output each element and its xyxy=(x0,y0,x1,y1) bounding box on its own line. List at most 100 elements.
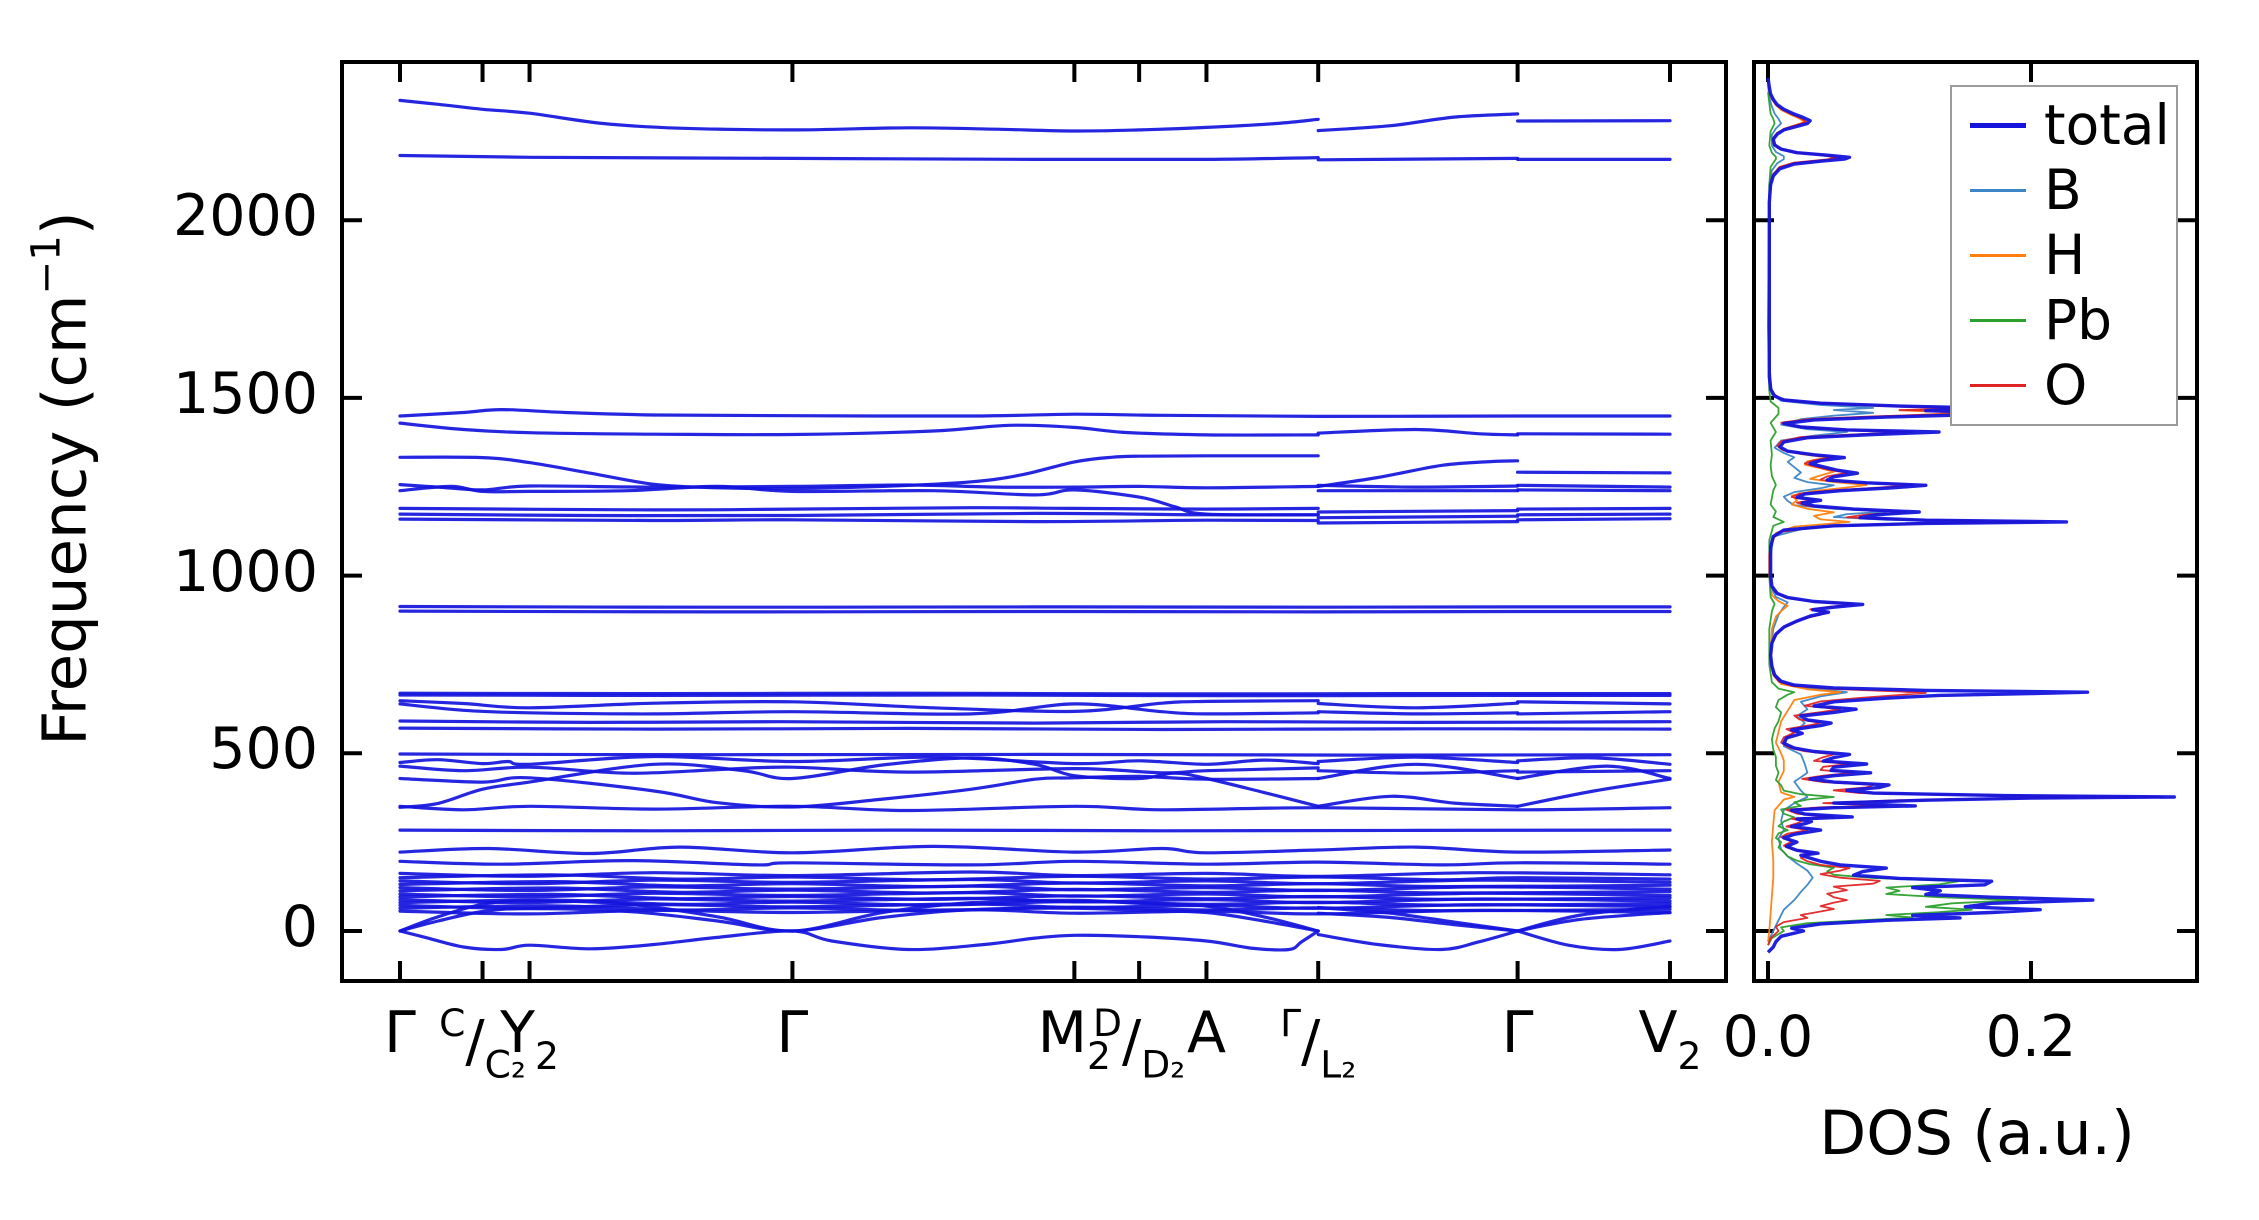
legend-line-sample xyxy=(1970,123,2026,128)
dos-x-tick-label: 0.0 xyxy=(1722,1004,1814,1070)
phonon-band-line xyxy=(1516,512,1672,517)
y-tick-label: 1000 xyxy=(172,538,318,605)
label-part: / xyxy=(465,1008,485,1075)
phonon-band-line xyxy=(398,511,1320,518)
label-part: D xyxy=(1093,1001,1122,1045)
label-part: 2 xyxy=(1677,1033,1702,1078)
phonon-band-line xyxy=(1516,777,1672,808)
phonon-band-line xyxy=(1516,929,1672,952)
phonon-band-line xyxy=(1316,509,1520,514)
label-part: Y xyxy=(500,1000,535,1066)
dos-panel xyxy=(1752,60,2199,983)
phonon-band-line xyxy=(398,454,1320,491)
phonon-band-line xyxy=(1516,470,1672,475)
label-part: / xyxy=(1301,1008,1321,1075)
y-tick-label: 1500 xyxy=(172,360,318,427)
legend-label: Pb xyxy=(2044,288,2113,352)
phonon-band-line xyxy=(398,844,1672,856)
dos-x-axis-label: DOS (a.u.) xyxy=(1819,1098,2135,1169)
phonon-band-line xyxy=(1316,514,1520,520)
legend-item-H: H xyxy=(1952,228,2176,283)
phonon-band-line xyxy=(398,908,1672,916)
phonon-band-line xyxy=(1316,929,1520,952)
phonon-band-line xyxy=(398,484,1320,517)
phonon-band-line xyxy=(398,693,1672,698)
phonon-band-line xyxy=(1316,710,1520,716)
phonon-band-line xyxy=(398,483,1320,492)
phonon-band-line xyxy=(1516,506,1672,511)
phonon-band-line xyxy=(1316,112,1520,133)
phonon-band-line xyxy=(398,754,1320,767)
phonon-band-line xyxy=(1516,910,1672,933)
kpath-label: V2 xyxy=(1560,1003,1780,1078)
phonon-band-line xyxy=(1316,769,1520,775)
legend-label: H xyxy=(2044,223,2086,287)
phonon-band-line xyxy=(398,517,1320,524)
y-tick-label: 0 xyxy=(281,894,318,960)
phonon-band-line xyxy=(398,858,1672,867)
legend-item-B: B xyxy=(1952,163,2176,218)
label-part: Γ xyxy=(1501,1000,1534,1066)
legend-line-sample xyxy=(1970,384,2026,387)
legend-label: total xyxy=(2044,93,2170,157)
phonon-band-line xyxy=(398,609,1672,614)
y-tick-label: 2000 xyxy=(172,183,318,250)
phonon-band-line xyxy=(398,691,1672,696)
label-part: 2 xyxy=(534,1033,559,1078)
phonon-band-line xyxy=(1316,905,1520,933)
phonon-band-line xyxy=(398,408,1672,419)
label-part: C xyxy=(439,1001,466,1045)
y-tick-label: 500 xyxy=(209,716,318,783)
phonon-band-line xyxy=(1316,459,1520,488)
phonon-band-line xyxy=(398,774,1320,809)
phonon-band-line xyxy=(1516,764,1672,781)
phonon-band-line xyxy=(1316,427,1520,437)
phonon-band-line xyxy=(1316,701,1520,710)
label-part: V xyxy=(1638,1000,1678,1066)
dos-x-tick-label: 0.2 xyxy=(1985,1004,2077,1070)
axes-frame xyxy=(1752,60,2199,983)
phonon-band-line xyxy=(1316,762,1520,781)
label-part: 2 xyxy=(1086,1033,1111,1078)
phonon-band-line xyxy=(1516,517,1672,522)
phonon-band-line xyxy=(398,752,1672,757)
axes-frame xyxy=(340,60,1728,983)
phonon-band-line xyxy=(398,726,1672,732)
kpath-label: M2 xyxy=(964,1003,1184,1078)
kpath-label: Γ xyxy=(1408,1003,1628,1064)
label-part: D₂ xyxy=(1141,1042,1186,1087)
kpath-label: Γ/L₂ xyxy=(1208,1003,1428,1087)
phonon-band-line xyxy=(398,879,1672,889)
phonon-band-line xyxy=(398,719,1672,725)
legend-line-sample xyxy=(1970,189,2026,192)
phonon-band-line xyxy=(1316,794,1520,808)
legend-label: O xyxy=(2044,353,2088,417)
dos-curve-Pb xyxy=(1767,92,2019,946)
kpath-label: Γ xyxy=(290,1003,510,1064)
legend: total B H Pb O xyxy=(1950,85,2178,426)
kpath-label: C/C₂ xyxy=(373,1001,593,1085)
phonon-band-line xyxy=(398,604,1672,609)
label-part: L₂ xyxy=(1320,1042,1357,1087)
legend-item-total: total xyxy=(1952,98,2176,153)
phonon-band-line xyxy=(398,828,1672,833)
label-part: Frequency (cm xyxy=(29,294,101,746)
phonon-band-line xyxy=(1316,755,1520,765)
phonon-band-line xyxy=(398,98,1320,133)
phonon-band-line xyxy=(1516,488,1672,493)
legend-item-O: O xyxy=(1952,358,2176,413)
band-structure-panel xyxy=(340,60,1728,983)
label-part: Γ xyxy=(384,1000,416,1066)
label-part: M xyxy=(1037,1000,1087,1066)
phonon-band-line xyxy=(1516,904,1672,933)
legend-label: B xyxy=(2044,158,2082,222)
label-part: Γ xyxy=(776,1000,809,1066)
label-part: / xyxy=(1121,1008,1142,1075)
phonon-band-line xyxy=(1316,483,1520,489)
kpath-label: Γ xyxy=(682,1003,902,1064)
phonon-band-line xyxy=(398,421,1320,437)
phonon-band-line xyxy=(1516,700,1672,706)
kpath-label: Y2 xyxy=(420,1003,640,1078)
dos-curve-total xyxy=(1766,77,2176,954)
